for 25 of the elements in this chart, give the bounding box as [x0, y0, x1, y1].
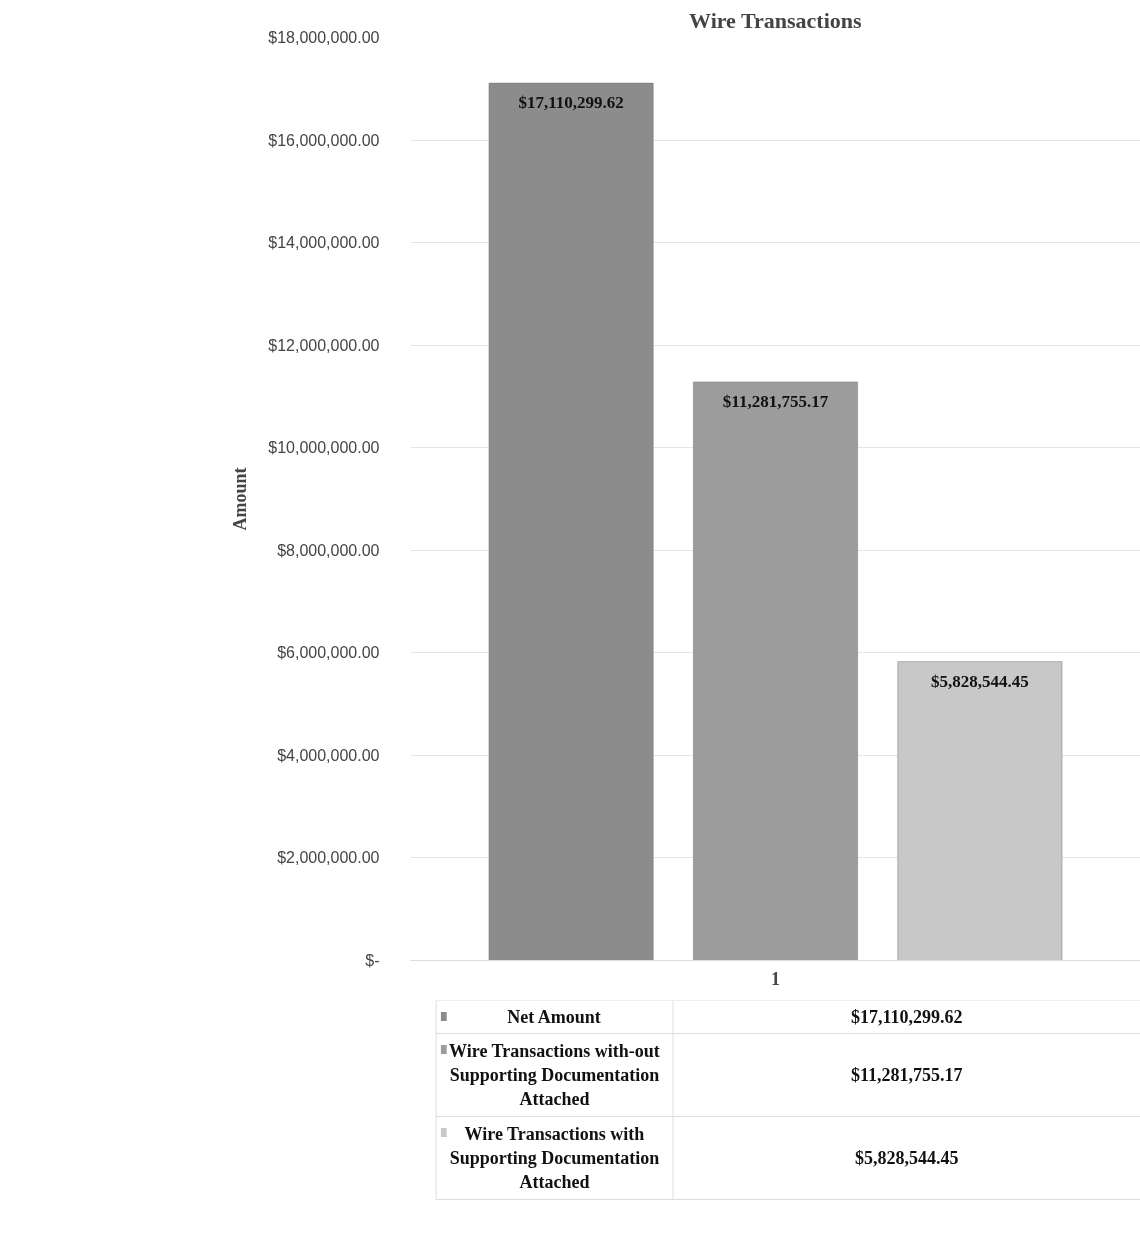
- y-tick-label: $8,000,000.00: [277, 541, 380, 559]
- x-tick-label: 1: [771, 968, 780, 989]
- y-axis-title: Amount: [230, 467, 251, 531]
- data-label: $5,828,544.45: [931, 671, 1029, 691]
- y-tick-label: $12,000,000.00: [268, 336, 380, 354]
- text: $17,110,299.62: [851, 1007, 963, 1027]
- legend-label: Wire Transactions with-out Supporting Documentation Attached: [449, 1041, 660, 1109]
- y-tick-label: $-: [365, 952, 380, 969]
- y-tick-label: $14,000,000.00: [268, 234, 380, 252]
- y-tick-label: $4,000,000.00: [277, 746, 380, 764]
- bar: [897, 661, 1063, 961]
- text: $11,281,755.17: [851, 1065, 963, 1085]
- y-tick-label: $6,000,000.00: [277, 644, 380, 662]
- bar: [488, 82, 654, 961]
- text: $5,828,544.45: [855, 1148, 959, 1168]
- chart-title: Wire Transactions: [689, 7, 863, 33]
- text: Net Amount: [507, 1007, 601, 1027]
- y-tick-label: $2,000,000.00: [277, 849, 380, 867]
- legend-label: Wire Transactions with Supporting Documentation Attached: [449, 1124, 660, 1192]
- data-label: $17,110,299.62: [518, 93, 624, 113]
- y-tick-label: $18,000,000.00: [268, 29, 380, 46]
- y-tick-label: $10,000,000.00: [268, 439, 380, 457]
- bar: [693, 381, 858, 961]
- y-tick-label: $16,000,000.00: [268, 131, 380, 149]
- data-label: $11,281,755.17: [722, 392, 829, 411]
